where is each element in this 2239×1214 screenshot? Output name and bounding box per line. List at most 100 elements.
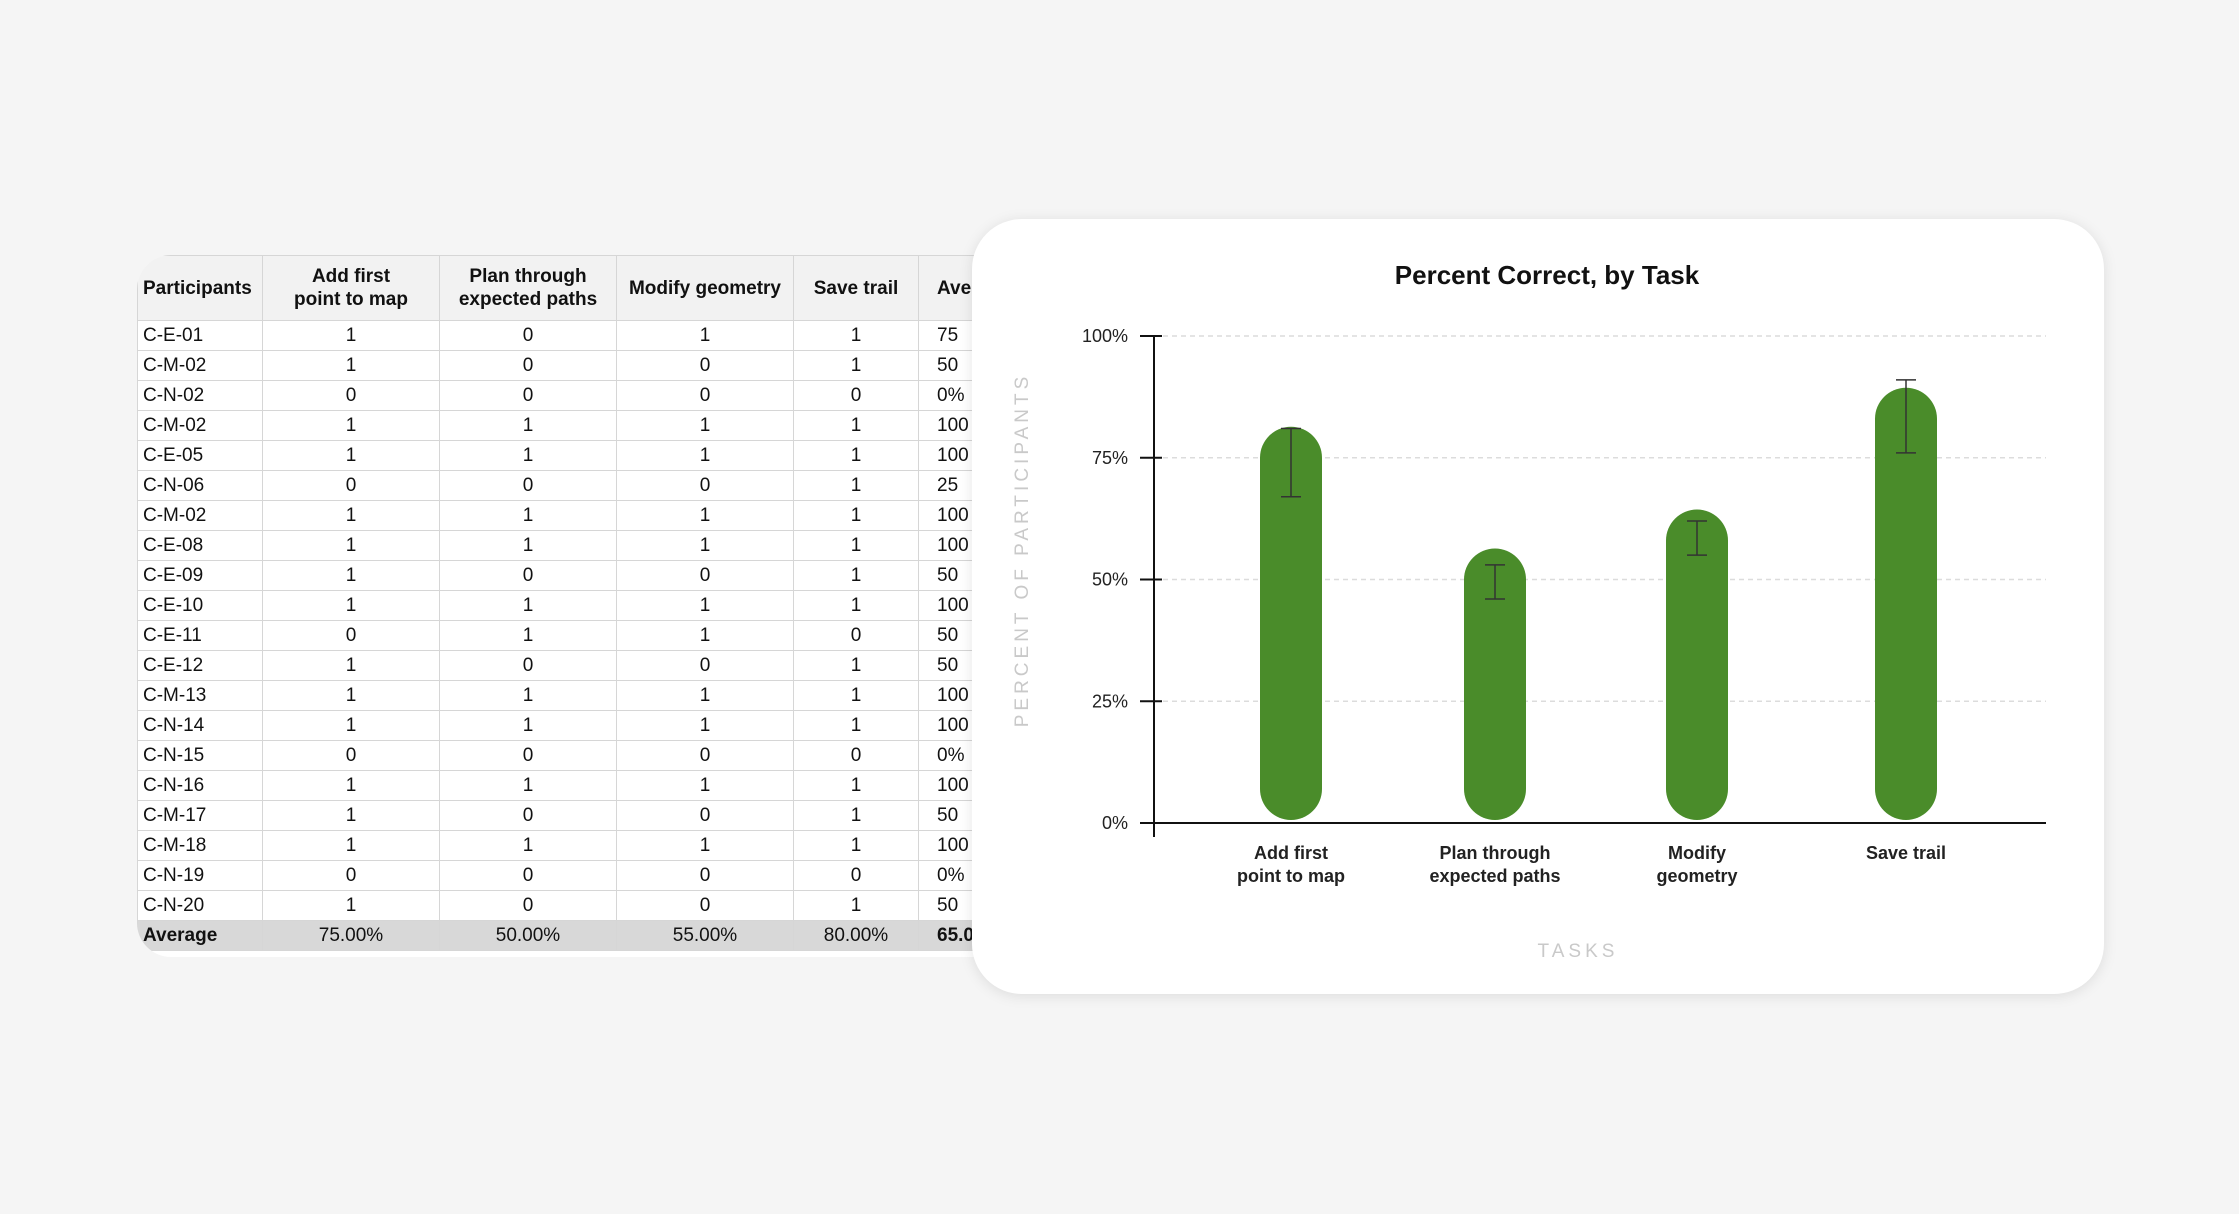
table-cell[interactable]: 0	[439, 560, 617, 591]
table-cell[interactable]: 1	[793, 800, 919, 831]
table-cell[interactable]: 1	[262, 530, 440, 561]
table-cell[interactable]: 0	[793, 380, 919, 411]
table-cell[interactable]: 0	[793, 620, 919, 651]
table-cell[interactable]: 1	[439, 830, 617, 861]
table-cell[interactable]: 0	[262, 620, 440, 651]
table-cell[interactable]: 1	[262, 650, 440, 681]
column-header[interactable]: Modify geometry	[616, 255, 794, 321]
table-cell[interactable]: C-E-12	[137, 650, 263, 681]
table-cell[interactable]: C-N-02	[137, 380, 263, 411]
table-cell[interactable]: 1	[793, 440, 919, 471]
table-cell[interactable]: 0	[616, 650, 794, 681]
table-cell[interactable]: 1	[616, 410, 794, 441]
table-cell[interactable]: 0	[439, 380, 617, 411]
table-cell[interactable]: 1	[793, 470, 919, 501]
table-cell[interactable]: 0	[262, 860, 440, 891]
table-cell[interactable]: C-M-17	[137, 800, 263, 831]
table-cell[interactable]: 1	[262, 410, 440, 441]
table-cell[interactable]: C-E-09	[137, 560, 263, 591]
table-cell[interactable]: C-M-02	[137, 410, 263, 441]
table-cell[interactable]: 1	[793, 710, 919, 741]
table-cell[interactable]: 0	[793, 740, 919, 771]
table-cell[interactable]: 1	[616, 530, 794, 561]
table-cell[interactable]: C-N-15	[137, 740, 263, 771]
table-cell[interactable]: C-E-10	[137, 590, 263, 621]
table-cell[interactable]: 0	[616, 800, 794, 831]
table-cell[interactable]: C-M-13	[137, 680, 263, 711]
table-cell[interactable]: 0	[616, 560, 794, 591]
table-cell[interactable]: 1	[262, 770, 440, 801]
average-cell[interactable]: 80.00%	[793, 920, 919, 951]
table-cell[interactable]: 0	[439, 350, 617, 381]
table-cell[interactable]: C-M-18	[137, 830, 263, 861]
table-cell[interactable]: C-E-05	[137, 440, 263, 471]
table-cell[interactable]: 0	[439, 800, 617, 831]
table-cell[interactable]: C-N-20	[137, 890, 263, 921]
table-cell[interactable]: 1	[793, 500, 919, 531]
table-cell[interactable]: 1	[793, 350, 919, 381]
table-cell[interactable]: 1	[262, 800, 440, 831]
column-header[interactable]: Participants	[137, 255, 263, 321]
table-cell[interactable]: 1	[262, 710, 440, 741]
table-cell[interactable]: 0	[616, 860, 794, 891]
table-cell[interactable]: 1	[793, 770, 919, 801]
table-cell[interactable]: 1	[616, 770, 794, 801]
table-cell[interactable]: 0	[439, 470, 617, 501]
table-cell[interactable]: 1	[439, 710, 617, 741]
average-cell[interactable]: 55.00%	[616, 920, 794, 951]
table-cell[interactable]: 0	[616, 470, 794, 501]
table-cell[interactable]: 1	[262, 350, 440, 381]
table-cell[interactable]: 1	[262, 500, 440, 531]
table-cell[interactable]: C-N-14	[137, 710, 263, 741]
table-cell[interactable]: 1	[793, 650, 919, 681]
table-cell[interactable]: 0	[616, 350, 794, 381]
table-cell[interactable]: 1	[439, 620, 617, 651]
table-cell[interactable]: 1	[793, 680, 919, 711]
table-cell[interactable]: 1	[262, 680, 440, 711]
table-cell[interactable]: 1	[439, 770, 617, 801]
table-cell[interactable]: 1	[793, 560, 919, 591]
table-cell[interactable]: 1	[439, 440, 617, 471]
table-cell[interactable]: 1	[439, 680, 617, 711]
table-cell[interactable]: 1	[793, 530, 919, 561]
table-cell[interactable]: 1	[439, 500, 617, 531]
table-cell[interactable]: 1	[616, 320, 794, 351]
table-cell[interactable]: 1	[616, 440, 794, 471]
table-cell[interactable]: 0	[262, 380, 440, 411]
table-cell[interactable]: C-E-08	[137, 530, 263, 561]
table-cell[interactable]: 0	[439, 650, 617, 681]
table-cell[interactable]: C-M-02	[137, 500, 263, 531]
table-cell[interactable]: 1	[616, 680, 794, 711]
table-cell[interactable]: 1	[616, 620, 794, 651]
table-cell[interactable]: 0	[262, 740, 440, 771]
table-cell[interactable]: 1	[262, 890, 440, 921]
table-cell[interactable]: 0	[439, 740, 617, 771]
table-cell[interactable]: 1	[262, 320, 440, 351]
average-cell[interactable]: 50.00%	[439, 920, 617, 951]
table-cell[interactable]: 1	[616, 590, 794, 621]
table-cell[interactable]: 0	[439, 860, 617, 891]
table-cell[interactable]: 1	[793, 830, 919, 861]
table-cell[interactable]: C-N-19	[137, 860, 263, 891]
table-cell[interactable]: 1	[793, 890, 919, 921]
table-cell[interactable]: 0	[616, 740, 794, 771]
table-cell[interactable]: C-M-02	[137, 350, 263, 381]
average-cell[interactable]: Average	[137, 920, 263, 951]
table-cell[interactable]: 1	[793, 410, 919, 441]
average-cell[interactable]: 75.00%	[262, 920, 440, 951]
table-cell[interactable]: 1	[616, 710, 794, 741]
table-cell[interactable]: 1	[262, 590, 440, 621]
table-cell[interactable]: C-N-16	[137, 770, 263, 801]
table-cell[interactable]: C-N-06	[137, 470, 263, 501]
table-cell[interactable]: 1	[262, 440, 440, 471]
table-cell[interactable]: 1	[262, 830, 440, 861]
table-cell[interactable]: 1	[793, 320, 919, 351]
table-cell[interactable]: 1	[616, 500, 794, 531]
table-cell[interactable]: 1	[262, 560, 440, 591]
table-cell[interactable]: C-E-11	[137, 620, 263, 651]
table-cell[interactable]: 1	[439, 410, 617, 441]
table-cell[interactable]: 1	[793, 590, 919, 621]
table-cell[interactable]: 1	[616, 830, 794, 861]
column-header[interactable]: Save trail	[793, 255, 919, 321]
table-cell[interactable]: 1	[439, 530, 617, 561]
